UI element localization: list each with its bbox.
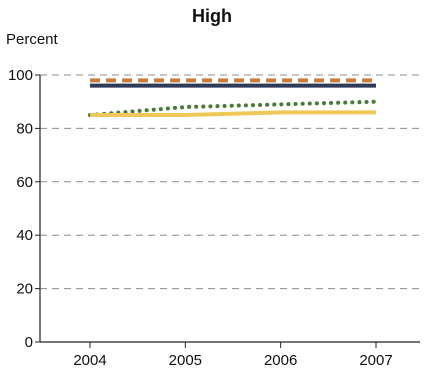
x-tick-label: 2005 [169,352,202,369]
series-line-4 [90,110,376,118]
y-tick-label: 40 [16,227,33,244]
x-tick-label: 2007 [359,352,392,369]
series-line-3 [88,99,378,118]
y-axis-label: Percent [6,31,58,48]
y-tick-label: 20 [16,281,33,298]
y-tick-label: 100 [8,67,33,84]
y-tick-label: 80 [16,120,33,137]
y-tick-label: 60 [16,174,33,191]
y-tick-label: 0 [25,334,33,351]
x-tick-label: 2006 [264,352,297,369]
x-tick-label: 2004 [73,352,106,369]
chart-title: High [192,6,232,26]
